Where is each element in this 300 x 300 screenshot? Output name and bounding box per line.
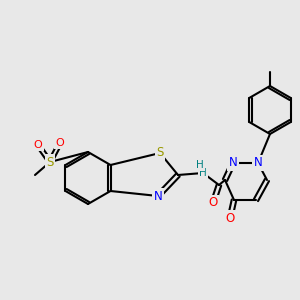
Text: N: N: [254, 157, 262, 169]
Text: O: O: [56, 138, 64, 148]
Text: N: N: [154, 190, 162, 202]
Text: N: N: [254, 157, 262, 169]
Text: O: O: [208, 196, 217, 209]
Text: S: S: [46, 155, 54, 169]
Text: O: O: [34, 140, 42, 150]
Text: O: O: [56, 138, 64, 148]
Text: O: O: [225, 212, 235, 224]
Text: H: H: [199, 168, 207, 178]
Text: O: O: [225, 212, 235, 224]
Text: S: S: [46, 155, 54, 169]
Text: N: N: [229, 157, 237, 169]
Text: O: O: [34, 140, 42, 150]
Text: S: S: [156, 146, 164, 160]
Text: H: H: [196, 160, 204, 170]
Text: N: N: [154, 190, 162, 202]
Text: N: N: [229, 157, 237, 169]
Text: O: O: [208, 196, 217, 209]
Text: S: S: [156, 146, 164, 160]
